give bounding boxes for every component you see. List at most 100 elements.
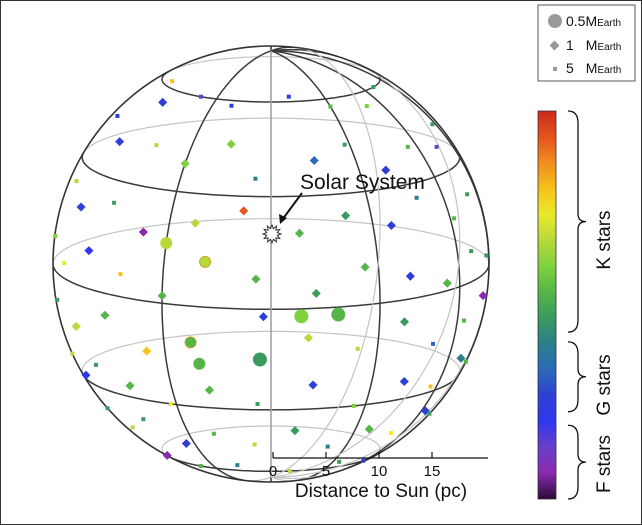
scale-tick-label: 10: [371, 463, 388, 480]
star-marker-diamond: [294, 228, 305, 238]
planet-points: [160, 236, 346, 370]
legend-item-2: 1 MEarth: [566, 37, 621, 53]
star-marker-diamond: [258, 312, 268, 322]
star-marker-diamond: [442, 278, 452, 288]
colorbar-bracket: [567, 424, 587, 500]
star-marker-square: [211, 431, 216, 436]
sun-burst-shape: [261, 223, 283, 245]
star-marker-diamond: [190, 218, 200, 228]
star-marker-square: [364, 104, 369, 109]
star-marker-square: [452, 216, 457, 221]
annotation-label: Solar System: [300, 171, 425, 194]
sphere-grid: [52, 45, 490, 483]
star-marker-square: [168, 401, 173, 406]
star-marker-square: [430, 122, 435, 127]
meridian-line-back: [270, 47, 381, 478]
star-marker-square: [414, 195, 419, 200]
star-marker-square: [112, 200, 117, 205]
star-marker-square: [427, 411, 432, 416]
g-stars-label: G stars: [594, 354, 615, 415]
star-marker-diamond: [309, 155, 319, 166]
star-marker-diamond: [399, 317, 410, 327]
star-marker-square: [105, 406, 110, 411]
scale-bar: 0 5 10 15 Distance to Sun (pc): [269, 452, 488, 502]
star-marker-square: [484, 253, 489, 258]
scale-bar-ticks: 0 5 10 15: [269, 452, 441, 480]
star-marker-square: [70, 351, 75, 356]
star-marker-square: [287, 468, 292, 473]
planet-marker: [252, 352, 267, 367]
meridian-line: [270, 50, 461, 469]
star-marker-diamond: [204, 385, 214, 395]
star-marker-square: [93, 362, 98, 367]
star-marker-diamond: [290, 426, 300, 436]
legend-square-icon: [553, 67, 557, 71]
colorbar-bracket: [567, 341, 587, 413]
star-marker-square: [198, 94, 203, 99]
star-marker-diamond: [311, 288, 321, 298]
star-marker-diamond: [386, 220, 396, 231]
star-marker-square: [154, 143, 159, 148]
star-marker-square: [428, 384, 433, 389]
star-marker-square: [141, 417, 146, 422]
meridian-line: [270, 50, 381, 481]
star-marker-diamond: [100, 310, 110, 320]
meridian-line-back: [270, 59, 461, 478]
star-marker-square: [253, 176, 258, 181]
star-marker-square: [255, 402, 260, 407]
star-marker-diamond: [71, 321, 81, 331]
star-marker-diamond: [84, 246, 94, 256]
latitude-line: [52, 263, 490, 311]
annotation-arrow-head-icon: [279, 214, 287, 224]
star-marker-diamond: [157, 291, 167, 301]
star-marker-diamond: [158, 97, 168, 107]
star-marker-diamond: [456, 353, 466, 363]
star-marker-square: [118, 272, 123, 277]
star-marker-diamond: [478, 291, 488, 301]
colorbar-labels: K stars G stars F stars: [594, 210, 615, 493]
star-marker-diamond: [239, 206, 249, 216]
star-marker-square: [53, 233, 58, 238]
colorbar: [537, 110, 557, 500]
meridian-line: [161, 50, 272, 481]
scale-tick-label: 15: [424, 463, 441, 480]
star-marker-square: [463, 359, 468, 364]
star-marker-square: [115, 114, 120, 119]
scale-tick-label: 5: [322, 463, 330, 480]
star-marker-diamond: [364, 424, 374, 434]
sun-icon: [261, 223, 283, 245]
star-marker-square: [351, 403, 356, 408]
star-marker-square: [431, 341, 436, 346]
star-marker-diamond: [308, 380, 318, 390]
k-stars-label: K stars: [594, 210, 615, 269]
star-marker-square: [461, 318, 466, 323]
planet-marker: [294, 309, 309, 324]
colorbar-bracket: [567, 110, 587, 333]
star-marker-square: [130, 425, 135, 430]
star-marker-square: [355, 346, 360, 351]
star-marker-diamond: [303, 333, 314, 343]
star-marker-square: [465, 192, 470, 197]
star-marker-diamond: [142, 346, 152, 356]
latitude-line: [81, 153, 461, 198]
star-marker-square: [405, 144, 410, 149]
star-marker-square: [252, 442, 257, 447]
planet-marker: [160, 236, 173, 249]
star-marker-square: [342, 142, 347, 147]
star-marker-square: [371, 85, 376, 90]
annotation-arrow-line: [281, 192, 303, 221]
planet-marker: [193, 357, 206, 370]
star-marker-diamond: [251, 274, 261, 284]
star-marker-square: [389, 431, 394, 436]
star-marker-diamond: [181, 438, 191, 449]
solar-system-annotation: Solar System: [279, 171, 425, 224]
star-marker-diamond: [115, 137, 125, 147]
star-marker-square: [235, 463, 240, 468]
star-marker-circle: [184, 336, 197, 349]
star-marker-diamond: [399, 376, 409, 386]
planet-marker: [331, 307, 346, 322]
star-marker-square: [74, 179, 79, 184]
star-marker-square: [469, 249, 474, 254]
star-marker-diamond: [180, 159, 190, 169]
star-marker-square: [328, 104, 333, 109]
